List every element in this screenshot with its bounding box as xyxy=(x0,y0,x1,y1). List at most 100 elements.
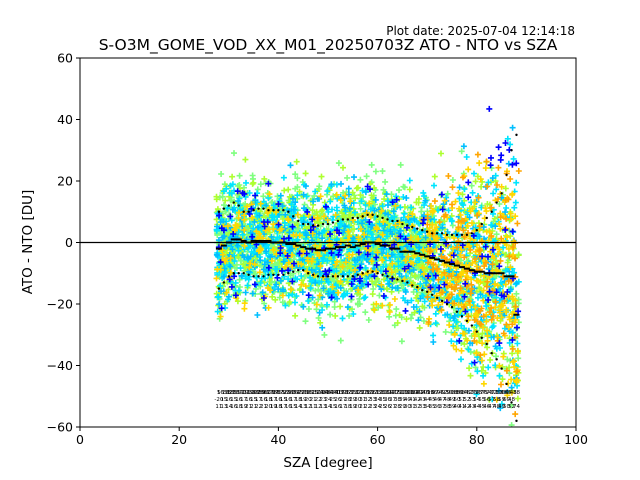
bin-count-label: 16 xyxy=(285,397,292,403)
upper-std-marker xyxy=(306,222,310,226)
bin-count-label: 20 xyxy=(354,404,361,410)
lower-std-marker xyxy=(376,272,379,275)
upper-std-marker xyxy=(321,222,325,226)
y-axis-label: ATO - NTO [DU] xyxy=(20,190,36,295)
upper-std-marker xyxy=(376,215,379,218)
bin-count-label: 15 xyxy=(230,397,237,403)
upper-std-marker xyxy=(475,229,478,232)
upper-std-marker xyxy=(311,224,315,227)
bin-count-label: 996 xyxy=(427,390,438,396)
upper-std-marker xyxy=(371,213,374,217)
bin-count-label: 1855 xyxy=(227,390,241,396)
upper-std-marker xyxy=(515,133,518,137)
bin-count-label: -20 xyxy=(214,397,223,403)
bin-count-label: 47 xyxy=(488,404,495,410)
bin-count-label: 28 xyxy=(344,397,351,403)
bin-count-label: 31 xyxy=(409,404,416,410)
bin-count-label: 22 xyxy=(315,397,322,403)
upper-std-marker xyxy=(326,222,330,226)
bin-count-label: 38 xyxy=(444,404,451,410)
lower-std-marker xyxy=(311,273,315,276)
bin-count-label: 15 xyxy=(250,397,257,403)
y-tick-label: 0 xyxy=(65,235,73,250)
bin-count-label: 16 xyxy=(334,404,341,410)
y-axis: −60 −40 −20 0 20 40 60 xyxy=(47,51,80,435)
bin-count-label: 16 xyxy=(275,397,282,403)
x-axis-label: SZA [degree] xyxy=(283,455,372,471)
upper-std-marker xyxy=(490,210,493,213)
bin-count-label: 11 xyxy=(310,404,317,410)
bin-count-label: 32 xyxy=(414,404,421,410)
bin-count-label: 1128 xyxy=(395,390,409,396)
lower-std-marker xyxy=(435,296,439,300)
bin-count-label: 1062 xyxy=(410,390,424,396)
bin-count-label: 1537 xyxy=(306,390,320,396)
upper-std-marker xyxy=(411,225,414,229)
lower-std-marker xyxy=(515,419,518,423)
upper-std-marker xyxy=(430,232,434,235)
x-tick-label: 20 xyxy=(171,432,187,447)
lower-std-marker xyxy=(272,273,275,276)
lower-std-marker xyxy=(475,330,478,333)
upper-std-marker xyxy=(500,192,503,195)
bin-count-label: 35 xyxy=(379,397,386,403)
upper-std-marker xyxy=(485,216,488,220)
bin-count-label: 754 xyxy=(481,390,492,396)
lower-std-marker xyxy=(351,275,354,278)
bin-count-label: 42 xyxy=(414,397,421,403)
bin-count-label: 17 xyxy=(255,397,262,403)
upper-std-marker xyxy=(406,224,409,227)
bin-count-label: 13 xyxy=(220,404,227,410)
x-tick-label: 40 xyxy=(270,432,286,447)
y-tick-label: −20 xyxy=(47,297,73,312)
bin-count-label: 25 xyxy=(329,397,336,403)
bin-count-label: 14 xyxy=(325,404,332,410)
bin-count-label: 74 xyxy=(513,404,520,410)
bin-count-label: 46 xyxy=(483,404,490,410)
upper-std-marker xyxy=(401,222,404,226)
lower-std-marker xyxy=(500,367,503,370)
bin-count-label: 52 xyxy=(508,404,515,410)
upper-std-marker xyxy=(470,232,474,235)
bin-count-label: 1396 xyxy=(336,390,350,396)
lower-std-marker xyxy=(430,293,434,296)
bin-count-label: 34 xyxy=(424,404,431,410)
bin-count-label: 1194 xyxy=(381,390,395,396)
lower-std-marker xyxy=(381,273,384,276)
bin-count-label: 16 xyxy=(260,397,267,403)
bin-count-label: 1723 xyxy=(276,390,290,396)
bin-count-label: 40 xyxy=(453,404,460,410)
bin-count-label: 17 xyxy=(240,397,247,403)
bin-count-label: 18 xyxy=(235,404,242,410)
bin-count-label: 60 xyxy=(503,397,510,403)
bin-count-label: 45 xyxy=(429,397,436,403)
lower-std-marker xyxy=(222,281,226,284)
bin-count-label: 1417 xyxy=(331,390,345,396)
lower-std-marker xyxy=(421,288,424,292)
y-tick-label: 60 xyxy=(57,51,73,66)
bin-count-label: 1867 xyxy=(257,390,271,396)
lower-std-marker xyxy=(247,273,250,276)
lower-std-marker xyxy=(346,275,350,278)
bin-count-label: 23 xyxy=(369,404,376,410)
upper-std-marker xyxy=(222,207,226,210)
upper-std-marker xyxy=(351,216,354,220)
bin-count-label: 1018 xyxy=(420,390,434,396)
bin-count-label: 32 xyxy=(364,397,371,403)
lower-std-marker xyxy=(505,382,508,386)
bin-count-label: 1488 xyxy=(316,390,330,396)
bin-count-label: 688 xyxy=(496,390,507,396)
bin-count-label: 29 xyxy=(399,404,406,410)
bin-count-label: 46 xyxy=(434,397,441,403)
x-axis: 0 20 40 60 80 100 xyxy=(76,427,588,447)
bin-count-label: 51 xyxy=(458,397,465,403)
bin-count-label: 15 xyxy=(290,404,297,410)
bin-count-label: 34 xyxy=(374,397,381,403)
bin-count-label: 21 xyxy=(260,404,267,410)
upper-std-marker xyxy=(242,210,245,213)
lower-std-marker xyxy=(217,287,221,290)
bin-count-label: 1658 xyxy=(217,390,231,396)
bin-count-label: 43 xyxy=(468,404,475,410)
bin-count-label: 48 xyxy=(508,397,515,403)
bin-count-label: 18 xyxy=(295,397,302,403)
